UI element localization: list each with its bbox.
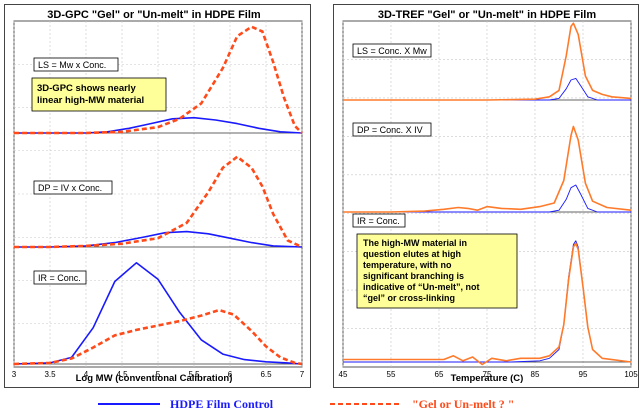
gpc-chart-title: 3D-GPC "Gel" or "Un-melt" in HDPE Film (47, 9, 261, 21)
gpc-x-tick-3: 4.5 (116, 370, 128, 379)
gpc-x-tick-2: 4 (84, 370, 89, 379)
tref-note-line: indicative of “Un-melt”, not (363, 282, 480, 292)
tref-chart-title: 3D-TREF "Gel" or "Un-melt" in HDPE Film (378, 9, 596, 21)
tref-panel-label-ls: LS = Conc. X Mw (352, 43, 432, 58)
tref-panel2-series1-line (343, 242, 632, 366)
gpc-ir-label: IR = Conc. (38, 273, 81, 283)
tref-annotation-text: The high-MW material in question elutes a… (363, 238, 480, 303)
tref-x-tick-5: 95 (579, 370, 588, 379)
gpc-note-line: linear high-MW material (37, 95, 144, 106)
gpc-panel2-series0-line (13, 261, 303, 365)
tref-dp-label: DP = Conc. X IV (357, 125, 423, 135)
gpc-x-tick-7: 6.5 (260, 370, 272, 379)
gpc-panel-label-ir: IR = Conc. (33, 270, 87, 285)
gpc-series-lines (13, 25, 303, 366)
tref-x-tick-4: 85 (531, 370, 540, 379)
tref-note-line: question elutes at high (363, 249, 461, 259)
tref-note-line: temperature, with no (363, 260, 452, 270)
legend-gel-line (330, 403, 402, 405)
gpc-x-tick-4: 5 (156, 370, 161, 379)
legend-control-label: HDPE Film Control (170, 396, 274, 411)
gpc-x-tick-5: 5.5 (188, 370, 200, 379)
tref-x-tick-3: 75 (483, 370, 492, 379)
tref-panel1-series1-line (343, 125, 632, 213)
gpc-x-tick-0: 3 (12, 370, 17, 379)
legend-gel: "Gel or Un-melt ? " (330, 396, 514, 412)
tref-panel1-series0-line (343, 184, 631, 213)
tref-panel-label-dp: DP = Conc. X IV (352, 122, 432, 137)
tref-x-tick-2: 65 (435, 370, 444, 379)
tref-chart: 3D-TREF "Gel" or "Un-melt" in HDPE Film … (333, 4, 639, 388)
gpc-x-tick-1: 3.5 (44, 370, 56, 379)
gpc-panel-label-dp: DP = IV x Conc. (33, 180, 113, 195)
gpc-x-tick-labels: 3 3.5 4 4.5 5 5.5 6 6.5 7 (12, 370, 305, 379)
gpc-note-line: 3D-GPC shows nearly (37, 83, 136, 94)
tref-x-tick-labels: 45 55 65 75 85 95 105 (339, 370, 639, 379)
legend-gel-label: "Gel or Un-melt ? " (412, 396, 515, 411)
tref-note-line: The high-MW material in (363, 238, 467, 248)
tref-series-lines (343, 22, 632, 366)
gpc-x-axis-label: Log MW (conventional Calibration) (76, 373, 233, 384)
gpc-panel1-series1-line (14, 155, 303, 249)
tref-panel0-series1-line (343, 22, 632, 101)
legend-control-line (98, 403, 160, 405)
tref-note-line: significant branching is (363, 271, 464, 281)
gpc-x-tick-6: 6 (228, 370, 233, 379)
gpc-panel0-series1-line (14, 25, 303, 135)
gpc-x-tick-8: 7 (300, 370, 305, 379)
tref-ir-label: IR = Conc. (357, 216, 400, 226)
gpc-panel2-series1-line (13, 308, 303, 366)
tref-note-line: “gel” or cross-linking (363, 293, 455, 303)
tref-x-tick-6: 105 (624, 370, 638, 379)
legend-control: HDPE Film Control (98, 396, 273, 412)
tref-annotation: The high-MW material in question elutes a… (356, 233, 518, 309)
gpc-annotation: 3D-GPC shows nearly linear high-MW materi… (31, 77, 167, 112)
gpc-dp-label: DP = IV x Conc. (38, 183, 102, 193)
tref-x-tick-0: 45 (339, 370, 348, 379)
tref-ls-label: LS = Conc. X Mw (357, 46, 427, 56)
gpc-annotation-text: 3D-GPC shows nearly linear high-MW materi… (37, 83, 144, 106)
gpc-chart-panel: 3D-GPC "Gel" or "Un-melt" in HDPE Film 3… (4, 4, 311, 388)
tref-x-tick-1: 55 (387, 370, 396, 379)
tref-x-axis-label: Temperature (C) (451, 373, 524, 384)
tref-panel-label-ir: IR = Conc. (352, 213, 406, 228)
tref-chart-panel: 3D-TREF "Gel" or "Un-melt" in HDPE Film … (333, 4, 639, 388)
gpc-ls-label: LS = Mw x Conc. (38, 60, 106, 70)
gpc-panel-label-ls: LS = Mw x Conc. (33, 57, 119, 72)
tref-panel0-series0-line (343, 77, 631, 101)
gpc-chart: 3D-GPC "Gel" or "Un-melt" in HDPE Film 3… (4, 4, 311, 388)
